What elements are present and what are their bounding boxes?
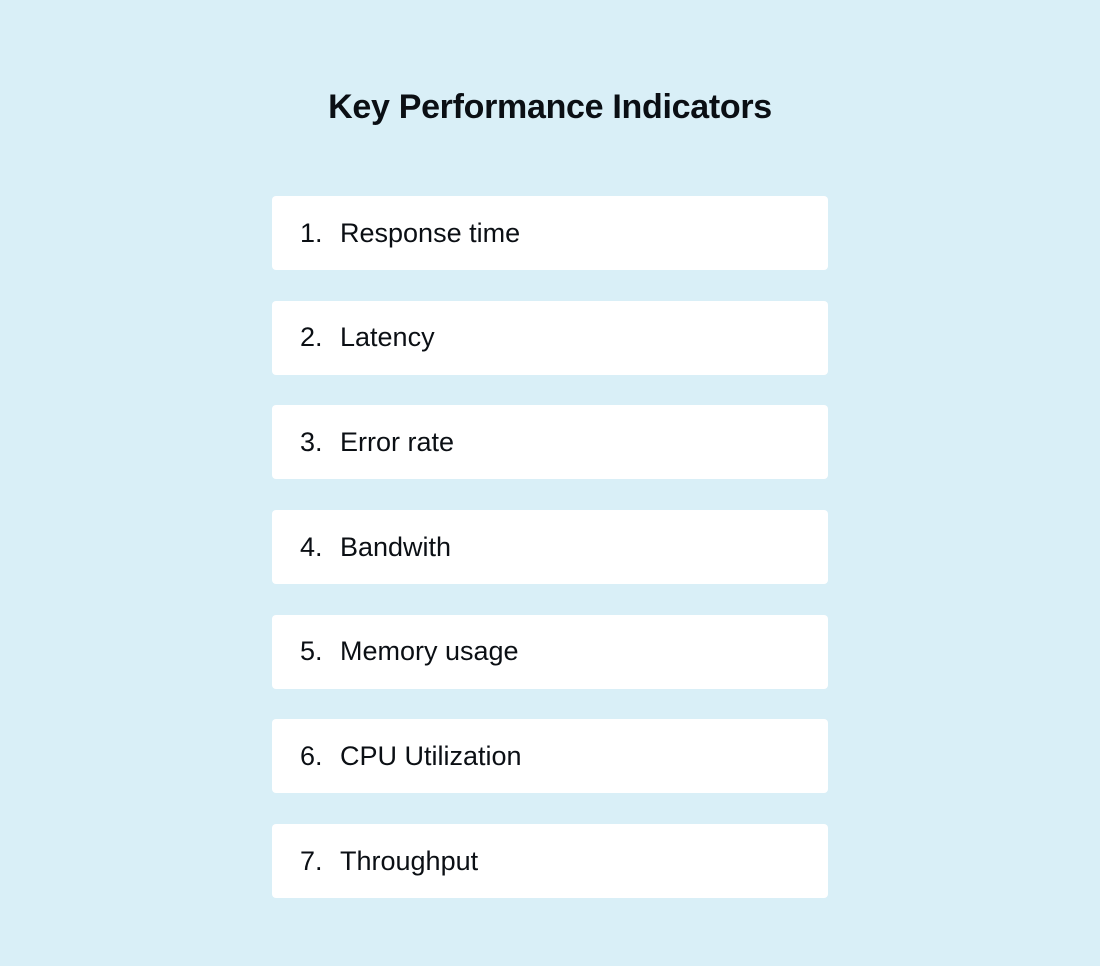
- item-label: CPU Utilization: [340, 740, 522, 771]
- item-number: 7.: [300, 845, 323, 876]
- item-number: 2.: [300, 322, 323, 353]
- item-label: Throughput: [340, 845, 479, 876]
- list-item: 4. Bandwith: [272, 510, 828, 585]
- list-item: 7. Throughput: [272, 824, 828, 899]
- item-number: 3.: [300, 426, 323, 457]
- item-number: 6.: [300, 740, 323, 771]
- item-number: 4.: [300, 531, 323, 562]
- item-label: Memory usage: [340, 636, 519, 667]
- page-title: Key Performance Indicators: [328, 88, 772, 126]
- item-label: Response time: [340, 217, 521, 248]
- list-item: 5. Memory usage: [272, 614, 828, 689]
- item-label: Error rate: [340, 426, 455, 457]
- item-number: 5.: [300, 636, 323, 667]
- list-item: 3. Error rate: [272, 405, 828, 480]
- item-label: Latency: [340, 322, 435, 353]
- item-number: 1.: [300, 217, 323, 248]
- list-item: 6. CPU Utilization: [272, 719, 828, 794]
- list-item: 2. Latency: [272, 300, 828, 375]
- list-item: 1. Response time: [272, 196, 828, 270]
- item-label: Bandwith: [340, 531, 452, 562]
- kpi-list: 1. Response time 2. Latency 3. Error rate 4…: [272, 196, 828, 929]
